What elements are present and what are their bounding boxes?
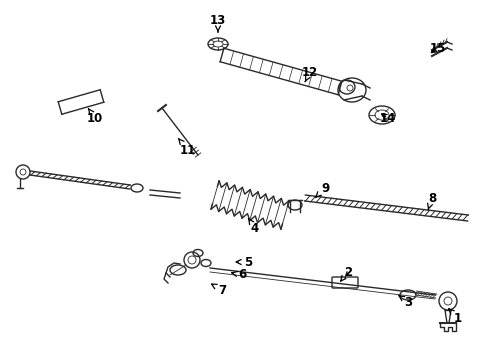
Text: 8: 8 <box>428 192 436 210</box>
Text: 9: 9 <box>316 181 329 197</box>
Text: 4: 4 <box>248 219 259 234</box>
Text: 5: 5 <box>236 256 252 269</box>
Text: 14: 14 <box>380 112 396 125</box>
Text: 2: 2 <box>341 266 352 281</box>
Text: 10: 10 <box>87 109 103 125</box>
Text: 15: 15 <box>430 41 446 54</box>
Text: 11: 11 <box>178 139 196 157</box>
Text: 1: 1 <box>449 309 462 324</box>
Text: 7: 7 <box>212 284 226 297</box>
Text: 12: 12 <box>302 66 318 81</box>
Text: 3: 3 <box>399 296 412 309</box>
Text: 13: 13 <box>210 14 226 32</box>
Text: 6: 6 <box>232 269 246 282</box>
